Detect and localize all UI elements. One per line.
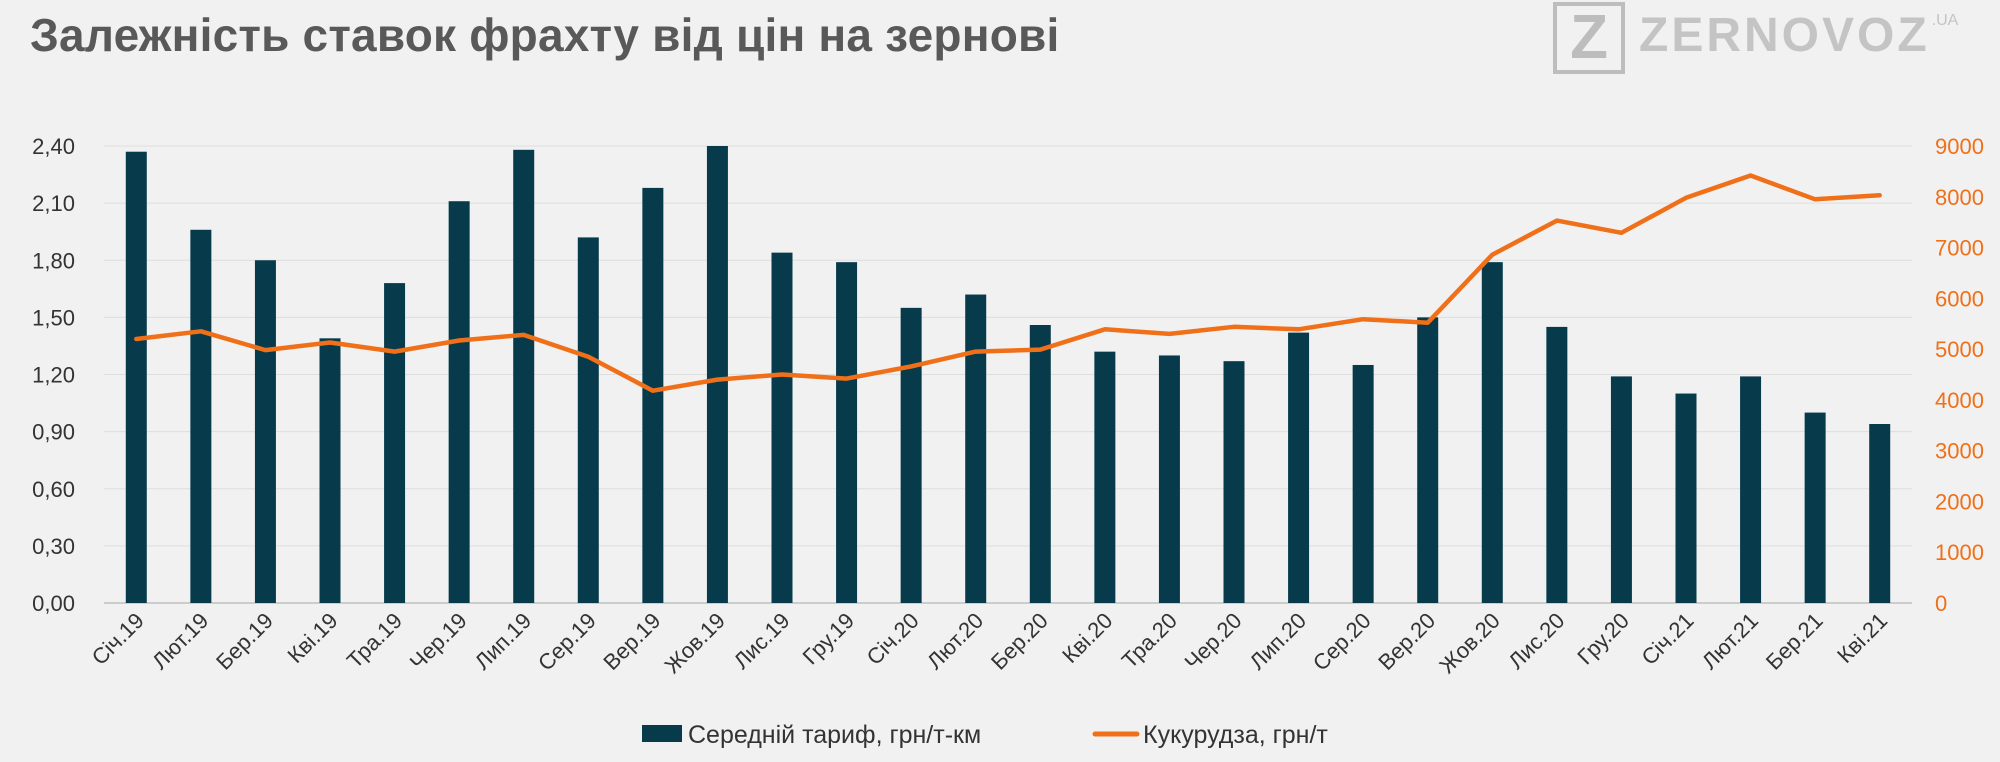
- bar: [577, 237, 599, 603]
- brand-logo: Z ZERNOVOZ .UA: [1553, 2, 1958, 74]
- left-y-tick-label: 0,90: [32, 420, 75, 445]
- bar: [642, 187, 664, 603]
- right-y-tick-label: 0: [1935, 591, 1947, 616]
- x-tick-label: Вер.20: [1373, 608, 1440, 675]
- bar: [1223, 361, 1245, 603]
- logo-z-icon: Z: [1553, 2, 1625, 74]
- bar: [1804, 412, 1826, 603]
- left-y-axis: 0,00 0,30 0,60 0,90 1,20 1,50 1,80 2,10 2,40: [32, 134, 75, 616]
- x-tick-label: Гру.19: [798, 608, 860, 670]
- left-y-tick-label: 1,50: [32, 305, 75, 330]
- x-tick-label: Бер.19: [211, 608, 278, 675]
- bar: [771, 252, 793, 603]
- x-tick-label: Лип.19: [470, 608, 537, 675]
- left-y-tick-label: 2,40: [32, 134, 75, 159]
- x-tick-label: Чер.20: [1180, 608, 1247, 675]
- bar: [448, 201, 470, 604]
- bar: [319, 338, 341, 603]
- x-tick-label: Бер.21: [1761, 608, 1828, 675]
- x-tick-label: Кві.20: [1057, 608, 1117, 668]
- bar: [125, 151, 147, 603]
- left-y-tick-label: 2,10: [32, 191, 75, 216]
- left-y-tick-label: 1,20: [32, 363, 75, 388]
- bar: [1546, 326, 1568, 603]
- bar: [1740, 376, 1762, 603]
- left-y-tick-label: 0,00: [32, 591, 75, 616]
- bar: [1675, 393, 1697, 603]
- bar: [900, 307, 922, 603]
- bar: [1610, 376, 1632, 603]
- legend-label: Кукурудза, грн/т: [1143, 721, 1328, 749]
- legend-label: Середній тариф, грн/т-км: [688, 721, 981, 749]
- series-line: [134, 173, 1882, 393]
- bar: [965, 294, 987, 603]
- chart-title: Залежність ставок фрахту від цін на зерн…: [30, 9, 1060, 61]
- logo-text: ZERNOVOZ: [1639, 9, 1930, 62]
- x-tick-label: Кві.21: [1832, 608, 1892, 668]
- bar: [1288, 332, 1310, 603]
- right-y-tick-label: 1000: [1935, 540, 1984, 565]
- right-y-tick-label: 6000: [1935, 286, 1984, 311]
- bar: [836, 262, 858, 603]
- x-tick-label: Жов.20: [1434, 608, 1504, 678]
- x-tick-label: Лис.20: [1503, 608, 1569, 674]
- bar: [1029, 324, 1051, 603]
- x-tick-label: Гру.20: [1572, 608, 1634, 670]
- bar: [384, 283, 406, 603]
- x-tick-label: Тра.19: [342, 608, 407, 673]
- logo-suffix: .UA: [1931, 12, 1959, 29]
- bar: [1094, 351, 1116, 603]
- right-y-tick-label: 8000: [1935, 185, 1984, 210]
- x-tick-label: Чер.19: [405, 608, 472, 675]
- x-tick-label: Лип.20: [1244, 608, 1311, 675]
- left-y-tick-label: 0,60: [32, 477, 75, 502]
- x-tick-label: Бер.20: [986, 608, 1053, 675]
- bar: [1869, 424, 1891, 603]
- x-tick-label: Січ.20: [862, 608, 924, 670]
- left-y-tick-label: 0,30: [32, 534, 75, 559]
- x-tick-label: Січ.21: [1636, 608, 1698, 670]
- gridlines: [104, 145, 1912, 604]
- line-series: [134, 173, 1882, 393]
- bar: [1417, 317, 1439, 603]
- bar: [706, 146, 728, 603]
- x-tick-label: Січ.19: [87, 608, 149, 670]
- x-tick-label: Лют.19: [147, 608, 213, 674]
- bar: [254, 260, 276, 603]
- legend-swatch-bar: [642, 725, 682, 742]
- right-y-tick-label: 7000: [1935, 236, 1984, 261]
- right-y-tick-label: 2000: [1935, 489, 1984, 514]
- x-tick-label: Кві.19: [282, 608, 342, 668]
- bar: [1481, 262, 1503, 603]
- bar: [1352, 364, 1374, 603]
- chart-legend: Середній тариф, грн/т-км Кукурудза, грн/т: [642, 721, 1328, 749]
- right-y-tick-label: 4000: [1935, 388, 1984, 413]
- bar: [1158, 355, 1180, 603]
- x-tick-label: Лют.20: [922, 608, 988, 674]
- x-tick-label: Сер.19: [533, 608, 601, 676]
- x-tick-label: Жов.19: [660, 608, 730, 678]
- right-y-axis: 0 1000 2000 3000 4000 5000 6000 7000 8000 9000: [1935, 134, 1984, 616]
- right-y-tick-label: 5000: [1935, 337, 1984, 362]
- x-tick-label: Вер.19: [598, 608, 665, 675]
- x-tick-label: Лис.19: [729, 608, 795, 674]
- x-tick-label: Лют.21: [1697, 608, 1763, 674]
- right-y-tick-label: 9000: [1935, 134, 1984, 159]
- bar: [190, 229, 212, 604]
- bar-series: [125, 146, 1891, 604]
- right-y-tick-label: 3000: [1935, 439, 1984, 464]
- x-tick-label: Тра.20: [1117, 608, 1182, 673]
- left-y-tick-label: 1,80: [32, 248, 75, 273]
- x-tick-label: Сер.20: [1308, 608, 1376, 676]
- bar: [513, 149, 535, 603]
